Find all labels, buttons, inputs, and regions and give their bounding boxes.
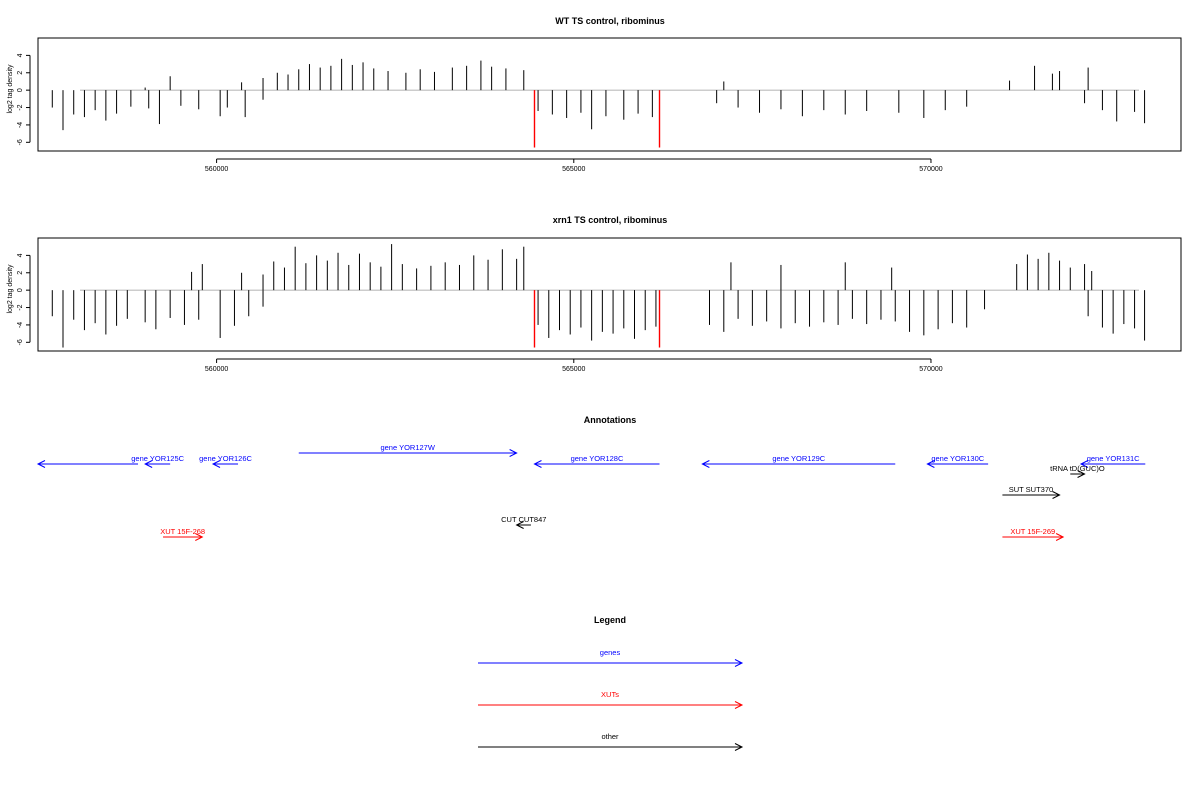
wt-x-tick-label: 570000 [919, 166, 942, 173]
annotation-arrowhead [701, 460, 710, 468]
wt-track-x-axis: 560000 565000 570000 [205, 158, 943, 173]
wt-track-ylabel: log2 tag density [7, 64, 14, 114]
xrn1-y-tick-label: -6 [17, 339, 24, 345]
wt-track-y-axis: -6 -4 -2 0 2 4 [17, 53, 31, 145]
annotation-label: gene YOR128C [571, 454, 624, 463]
xrn1-y-tick-label: 4 [17, 253, 24, 257]
wt-x-tick-label: 560000 [205, 166, 228, 173]
annotation-arrowhead [1077, 470, 1086, 478]
annotation-features: gene YOR125C gene YOR126C gene YOR127W gene… [36, 443, 1146, 541]
annotation-label: SUT SUT370 [1009, 485, 1053, 494]
annotations-title: Annotations [584, 415, 637, 425]
annotation-label: XUT 15F-269 [1010, 527, 1055, 536]
annotation-arrowhead [36, 460, 46, 468]
annotation-arrowhead [509, 449, 518, 457]
annotation-label: gene YOR126C [199, 454, 252, 463]
wt-track-bars [51, 58, 1146, 148]
annotation-label: XUT 15F-268 [160, 527, 205, 536]
wt-y-tick-label: -4 [17, 122, 24, 128]
legend-xut-label: XUTs [601, 690, 619, 699]
xrn1-y-tick-label: -4 [17, 322, 24, 328]
annotation-label: CUT CUT847 [501, 515, 546, 524]
annotation-label: gene YOR127W [380, 443, 435, 452]
wt-track-title: WT TS control, ribominus [555, 16, 665, 26]
annotation-arrowhead [515, 521, 524, 529]
xrn1-track-y-axis: -6 -4 -2 0 2 4 [17, 253, 31, 345]
wt-y-tick-label: 4 [17, 53, 24, 57]
annotation-label: gene YOR125C [131, 454, 184, 463]
legend-gene-label: genes [600, 648, 621, 657]
annotation-label: tRNA tD(GUC)O [1050, 464, 1105, 473]
xrn1-x-tick-label: 570000 [919, 366, 942, 373]
xrn1-x-tick-label: 560000 [205, 366, 228, 373]
annotation-arrowhead [1055, 533, 1065, 541]
annotation-arrowhead [533, 460, 542, 468]
xrn1-y-tick-label: 2 [17, 271, 24, 275]
wt-x-tick-label: 565000 [562, 166, 585, 173]
xrn1-track-frame [37, 237, 1182, 352]
legend-panel: Legend genes XUTs other [478, 615, 744, 751]
xrn1-track-x-axis: 560000 565000 570000 [205, 358, 943, 373]
wt-y-tick-label: -6 [17, 139, 24, 145]
annotation-arrowhead [1079, 460, 1089, 468]
legend-arrowhead [734, 701, 744, 709]
xrn1-track-panel: xrn1 TS control, ribominus log2 tag dens… [7, 215, 1182, 373]
wt-track-frame [37, 37, 1182, 152]
annotation-arrowhead [195, 533, 204, 541]
wt-track-panel: WT TS control, ribominus log2 tag densit… [7, 16, 1182, 173]
annotation-arrowhead [144, 460, 153, 468]
xrn1-x-tick-label: 565000 [562, 366, 585, 373]
legend-entries: genes XUTs other [478, 648, 744, 751]
annotation-label: gene YOR131C [1087, 454, 1140, 463]
xrn1-track-title: xrn1 TS control, ribominus [553, 215, 668, 225]
xrn1-y-tick-label: 0 [17, 288, 24, 292]
xrn1-track-ylabel: log2 tag density [7, 264, 14, 314]
legend-arrowhead [734, 659, 744, 667]
annotation-label: gene YOR129C [772, 454, 825, 463]
wt-y-tick-label: -2 [17, 104, 24, 110]
xrn1-track-bars [51, 244, 1146, 348]
annotation-arrowhead [926, 460, 935, 468]
annotation-arrowhead [1052, 491, 1061, 499]
annotations-panel: Annotations gene YOR125C gene YOR126Cgene… [36, 415, 1146, 541]
wt-y-tick-label: 2 [17, 71, 24, 75]
xrn1-y-tick-label: -2 [17, 304, 24, 310]
legend-title: Legend [594, 615, 626, 625]
annotation-arrowhead [211, 460, 221, 468]
legend-arrowhead [734, 743, 744, 751]
annotation-label: gene YOR130C [931, 454, 984, 463]
legend-other-label: other [601, 732, 619, 741]
wt-y-tick-label: 0 [17, 88, 24, 92]
